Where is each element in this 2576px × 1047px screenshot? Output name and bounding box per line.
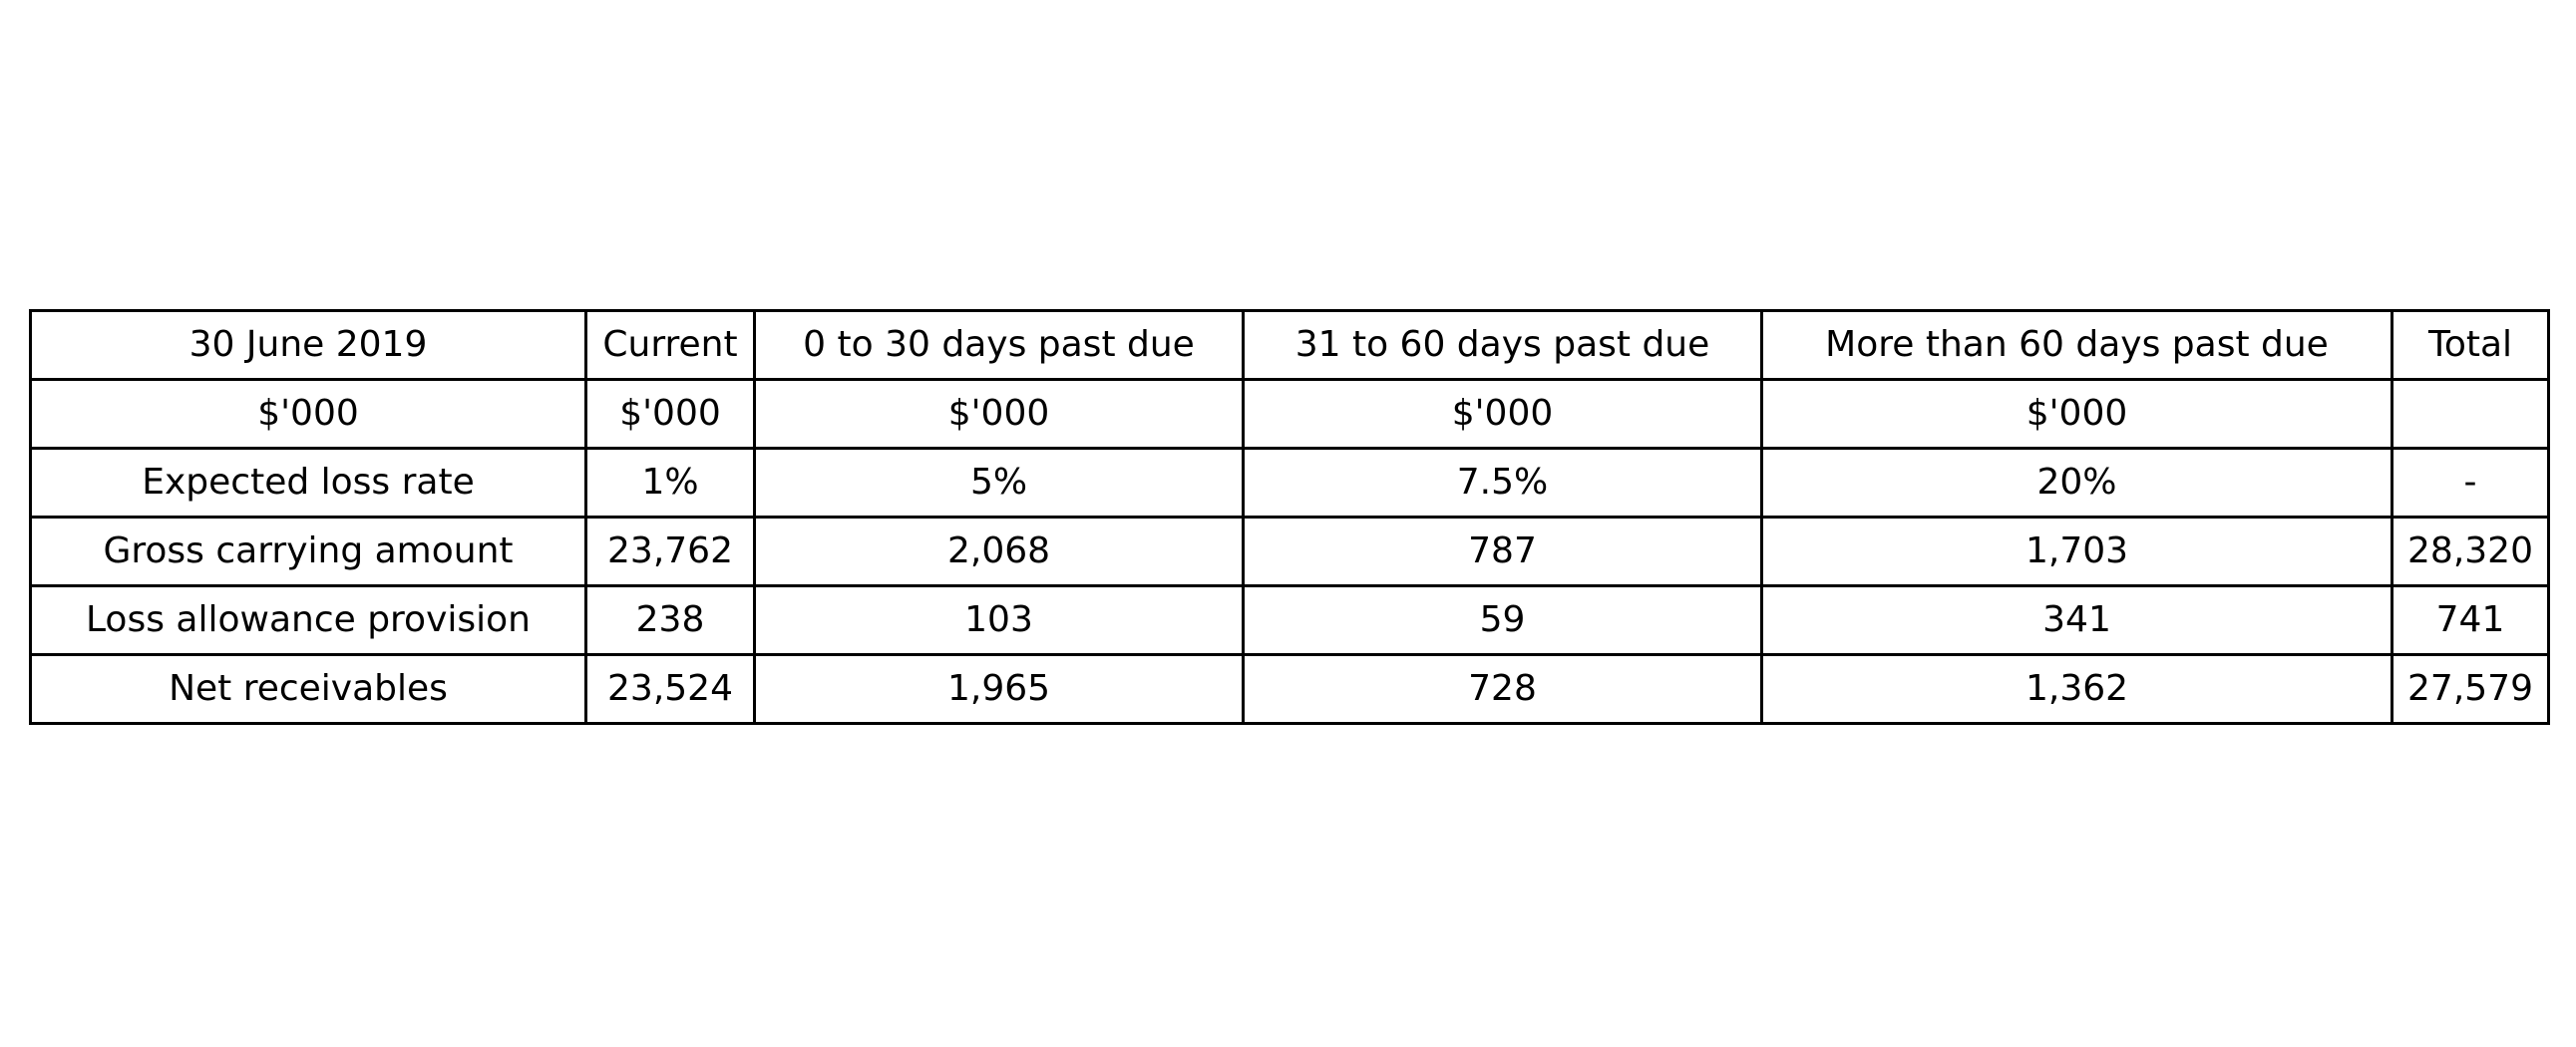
table-cell: - <box>2391 447 2550 519</box>
table-cell: 23,524 <box>584 653 756 725</box>
table-cell: $'000 <box>753 378 1245 450</box>
table-cell: 787 <box>1242 516 1763 587</box>
table-row: Expected loss rate 1% 5% 7.5% 20% - <box>29 447 2550 519</box>
header-cell-31-60-days: 31 to 60 days past due <box>1242 309 1763 381</box>
table-cell: 238 <box>584 584 756 656</box>
table-cell: 341 <box>1760 584 2393 656</box>
table-cell: 59 <box>1242 584 1763 656</box>
table-cell <box>2391 378 2550 450</box>
table-cell: Loss allowance provision <box>29 584 587 656</box>
table-cell: 27,579 <box>2391 653 2550 725</box>
table-row: Net receivables 23,524 1,965 728 1,362 2… <box>29 653 2550 725</box>
table-cell: 728 <box>1242 653 1763 725</box>
table-cell: $'000 <box>1760 378 2393 450</box>
table-cell: 23,762 <box>584 516 756 587</box>
table-cell: Expected loss rate <box>29 447 587 519</box>
table-container: 30 June 2019 Current 0 to 30 days past d… <box>29 309 2550 725</box>
table-cell: 103 <box>753 584 1245 656</box>
table-cell: 28,320 <box>2391 516 2550 587</box>
table-cell: 5% <box>753 447 1245 519</box>
header-cell-current: Current <box>584 309 756 381</box>
table-cell: $'000 <box>584 378 756 450</box>
header-cell-total: Total <box>2391 309 2550 381</box>
table-cell: 1,703 <box>1760 516 2393 587</box>
table-cell: 1,362 <box>1760 653 2393 725</box>
table-cell: Net receivables <box>29 653 587 725</box>
header-cell-0-30-days: 0 to 30 days past due <box>753 309 1245 381</box>
receivables-aging-table: 30 June 2019 Current 0 to 30 days past d… <box>29 309 2550 725</box>
table-cell: 741 <box>2391 584 2550 656</box>
table-cell: $'000 <box>1242 378 1763 450</box>
table-cell: 1% <box>584 447 756 519</box>
table-cell: $'000 <box>29 378 587 450</box>
table-cell: 1,965 <box>753 653 1245 725</box>
header-cell-period: 30 June 2019 <box>29 309 587 381</box>
header-row: 30 June 2019 Current 0 to 30 days past d… <box>29 309 2550 381</box>
table-cell: 20% <box>1760 447 2393 519</box>
table-cell: 7.5% <box>1242 447 1763 519</box>
table-row: $'000 $'000 $'000 $'000 $'000 <box>29 378 2550 450</box>
table-cell: 2,068 <box>753 516 1245 587</box>
table-row: Gross carrying amount 23,762 2,068 787 1… <box>29 516 2550 587</box>
table-row: Loss allowance provision 238 103 59 341 … <box>29 584 2550 656</box>
header-cell-over-60-days: More than 60 days past due <box>1760 309 2393 381</box>
table-cell: Gross carrying amount <box>29 516 587 587</box>
